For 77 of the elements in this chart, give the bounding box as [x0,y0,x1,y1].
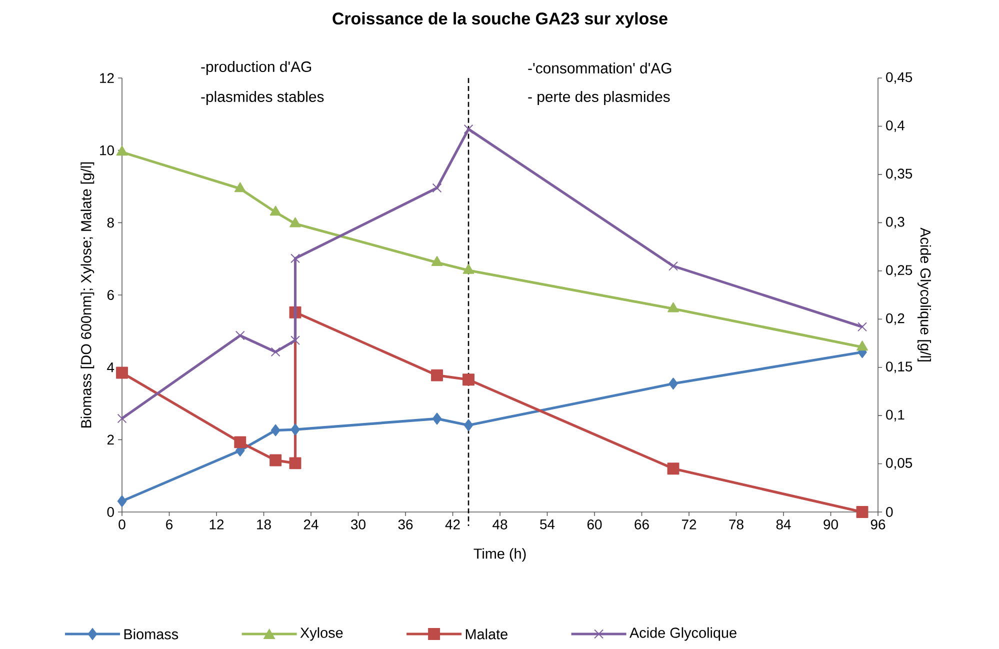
point [432,183,442,193]
y2-tick-label: 0,25 [886,265,912,277]
legend-label: Malate [466,628,508,640]
y-tick-label: 4 [107,362,114,372]
x-tick-label: 60 [587,520,602,530]
x-tick-label: 54 [540,520,555,530]
point [431,256,443,266]
point [290,336,300,346]
legend-label: Acide Glycolique [630,627,736,641]
x-tick-label: 72 [682,520,696,530]
x-tick-label: 66 [634,520,649,530]
point [270,347,280,357]
y2-tick-label: 0,2 [886,313,904,325]
y-tick-label: 12 [100,73,114,83]
y-tick-label: 0 [107,507,114,517]
x-tick-label: 30 [351,520,366,530]
y-tick-label: 6 [107,290,114,300]
point [234,436,246,448]
annotation: -plasmides stables [201,91,324,105]
x-tick-label: 48 [492,520,508,530]
x-tick-label: 84 [776,520,791,530]
point [289,457,302,470]
point [116,146,128,156]
x-tick-label: 36 [398,520,413,530]
y2-axis-title: Acide Glycolique [g/l] [918,228,931,362]
legend-label: Xylose [300,627,343,641]
point [856,340,868,351]
point [117,495,127,508]
point [270,206,282,216]
point [117,414,127,424]
y2-tick-label: 0,05 [886,458,912,470]
x-tick-label: 78 [729,520,744,530]
point [667,462,680,475]
y2-tick-label: 0,15 [886,362,912,374]
y-axis-title: Biomass [DO 600nm]; Xylose; Malate [g/l] [80,162,94,428]
y2-tick-label: 0,3 [886,216,904,228]
point [235,330,245,340]
point [464,419,474,432]
x-axis-title: Time (h) [474,548,526,562]
x-tick-label: 96 [870,520,886,530]
point [290,424,300,436]
point [464,124,474,134]
point [290,217,301,228]
y-tick-label: 10 [100,145,114,156]
point [462,374,474,386]
x-tick-label: 24 [304,520,318,530]
point [116,366,128,379]
point [270,424,280,436]
point [270,454,282,466]
text: -production d'AG [201,61,312,75]
y2-tick-label: 0 [886,507,893,517]
y-tick-label: 2 [107,434,114,445]
x-tick-label: 12 [210,520,224,530]
point [431,369,443,382]
point [858,322,867,332]
point [668,302,679,312]
point [234,182,246,192]
point [432,412,442,425]
chart-title: Croissance de la souche GA23 sur xylose [332,12,668,28]
y2-tick-label: 0,4 [886,120,904,132]
x-tick-label: 90 [824,520,838,530]
text: -'consommation' d'AG [528,62,672,74]
y2-tick-label: 0,1 [886,410,904,422]
x-tick-label: 42 [445,520,460,530]
y2-tick-label: 0,35 [886,168,912,180]
point [462,264,474,274]
point [668,378,678,390]
y2-tick-label: 0,45 [886,72,912,84]
point [290,254,300,264]
annotation: - perte des plasmides [528,91,670,105]
x-tick-label: 6 [166,520,173,530]
x-tick-label: 18 [257,520,271,530]
point [856,506,868,518]
point [668,261,678,271]
legend-label: Biomass [124,628,178,640]
x-tick-label: 0 [118,520,126,530]
y-tick-label: 8 [107,218,114,228]
